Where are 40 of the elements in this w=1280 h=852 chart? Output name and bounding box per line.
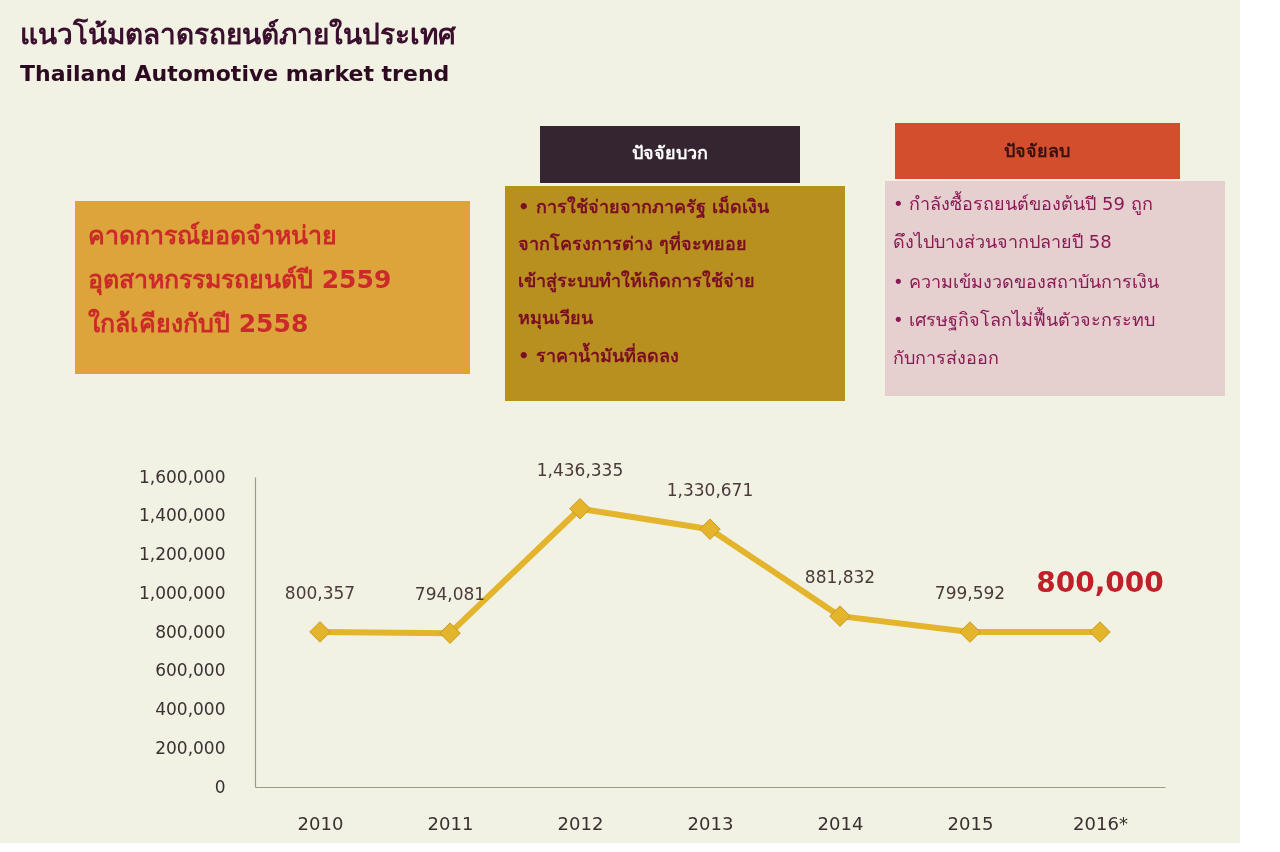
y-tick-label: 200,000 <box>155 737 226 758</box>
text: ปัจจัยบวก <box>632 142 708 163</box>
text: • กำลังซื้อรถยนต์ของต้นปี 59 ถูก ดึงไปบางส่วนจากปลายปี 58 <box>893 191 1153 252</box>
point <box>439 622 461 644</box>
y-tick-label: 1,400,000 <box>138 505 226 526</box>
data-label: 800,357 <box>284 582 356 603</box>
x-tick-label: 2011 <box>427 812 474 834</box>
text: • ความเข้มงวดของสถาบันการเงิน <box>893 271 1160 292</box>
text: • การใช้จ่ายจากภาครัฐ เม็ดเงิน จากโครงการต่าง ๆที่จะทยอย เข้าสู่ระบบทำให้เกิดการใช้จ่าย หมุนเวียน <box>518 195 771 330</box>
text: • เศรษฐกิจโลกไม่ฟื้นตัวจะกระทบ กับการส่งออก <box>893 307 1156 368</box>
y-tick-label: 800,000 <box>155 621 226 642</box>
annotation: 800,000 <box>1036 566 1164 599</box>
text: ปัจจัยลบ <box>1004 140 1070 161</box>
point <box>1089 621 1111 643</box>
point <box>699 518 721 540</box>
x-tick-label: 2012 <box>557 812 604 834</box>
y-tick-label: 600,000 <box>155 660 226 681</box>
data-label: 799,592 <box>934 583 1006 604</box>
chart-title: แนวโน้มตลาดรถยนต์ภายในประเทศ <box>20 17 457 51</box>
data-label: 794,081 <box>414 584 486 605</box>
y-tick-label: 1,200,000 <box>138 544 226 564</box>
y-tick-label: 1,000,000 <box>138 582 226 603</box>
x-tick-label: 2014 <box>817 812 864 834</box>
data-label: 1,436,335 <box>536 459 624 480</box>
chart-subtitle: Thailand Automotive market trend <box>20 61 450 86</box>
text: • ราคาน้ำมันที่ลดลง <box>518 342 679 366</box>
point <box>959 621 981 643</box>
x-tick-label: 2016* <box>1073 812 1128 834</box>
y-tick-label: 1,600,000 <box>138 466 226 487</box>
point <box>309 621 331 643</box>
x-tick-label: 2010 <box>297 812 344 834</box>
data-label: 1,330,671 <box>666 480 754 501</box>
x-tick-label: 2013 <box>687 812 734 834</box>
x-tick-label: 2015 <box>947 812 994 834</box>
y-tick-label: 0 <box>214 776 226 797</box>
data-label: 881,832 <box>804 567 876 588</box>
point <box>829 605 851 627</box>
point <box>569 497 591 520</box>
text: คาดการณ์ยอดจำหน่าย อุตสาหกรรมรถยนต์ปี 2559 ใกล้เคียงกับปี 2558 <box>88 221 392 338</box>
y-tick-label: 400,000 <box>155 699 226 719</box>
